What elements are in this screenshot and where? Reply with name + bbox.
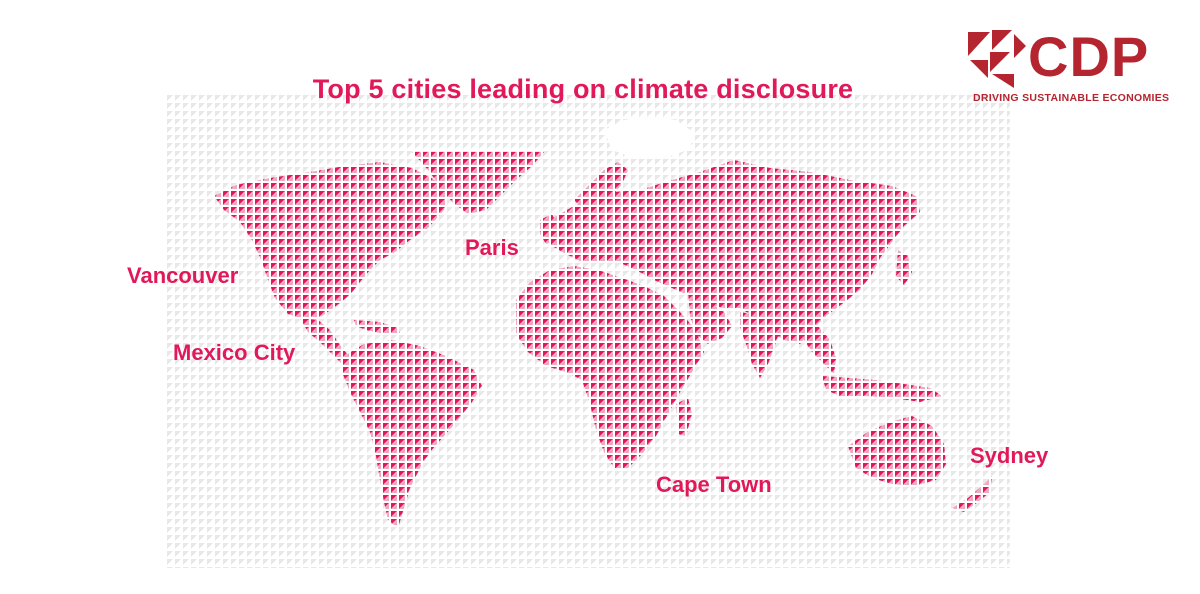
cdp-logo: CDP DRIVING SUSTAINABLE ECONOMIES bbox=[966, 26, 1192, 106]
africa bbox=[516, 266, 704, 468]
india bbox=[740, 312, 780, 378]
eurasia bbox=[540, 160, 920, 344]
cdp-logo-tagline: DRIVING SUSTAINABLE ECONOMIES bbox=[973, 92, 1170, 104]
city-label-cape-town: Cape Town bbox=[656, 472, 772, 497]
arabia bbox=[688, 290, 732, 344]
city-label-mexico-city: Mexico City bbox=[173, 340, 296, 365]
caribbean bbox=[354, 320, 400, 334]
australia bbox=[848, 416, 946, 486]
greenland bbox=[412, 152, 544, 214]
scandinavia bbox=[574, 162, 628, 210]
south-america bbox=[342, 340, 482, 528]
cdp-logo-wordmark: CDP bbox=[1028, 25, 1150, 88]
indonesia bbox=[822, 376, 942, 402]
city-label-paris: Paris bbox=[465, 235, 519, 260]
central-america bbox=[300, 318, 352, 366]
madagascar bbox=[676, 398, 692, 436]
page-title: Top 5 cities leading on climate disclosu… bbox=[312, 74, 854, 104]
city-label-vancouver: Vancouver bbox=[127, 263, 239, 288]
cdp-logo-mark-icon bbox=[968, 30, 1026, 88]
continents bbox=[214, 152, 992, 528]
polar-cap bbox=[604, 116, 696, 158]
japan bbox=[896, 250, 912, 286]
city-label-sydney: Sydney bbox=[970, 443, 1049, 468]
new-zealand bbox=[952, 476, 992, 512]
southeast-asia bbox=[800, 326, 836, 374]
british-isles bbox=[540, 214, 558, 244]
north-america bbox=[214, 162, 448, 320]
